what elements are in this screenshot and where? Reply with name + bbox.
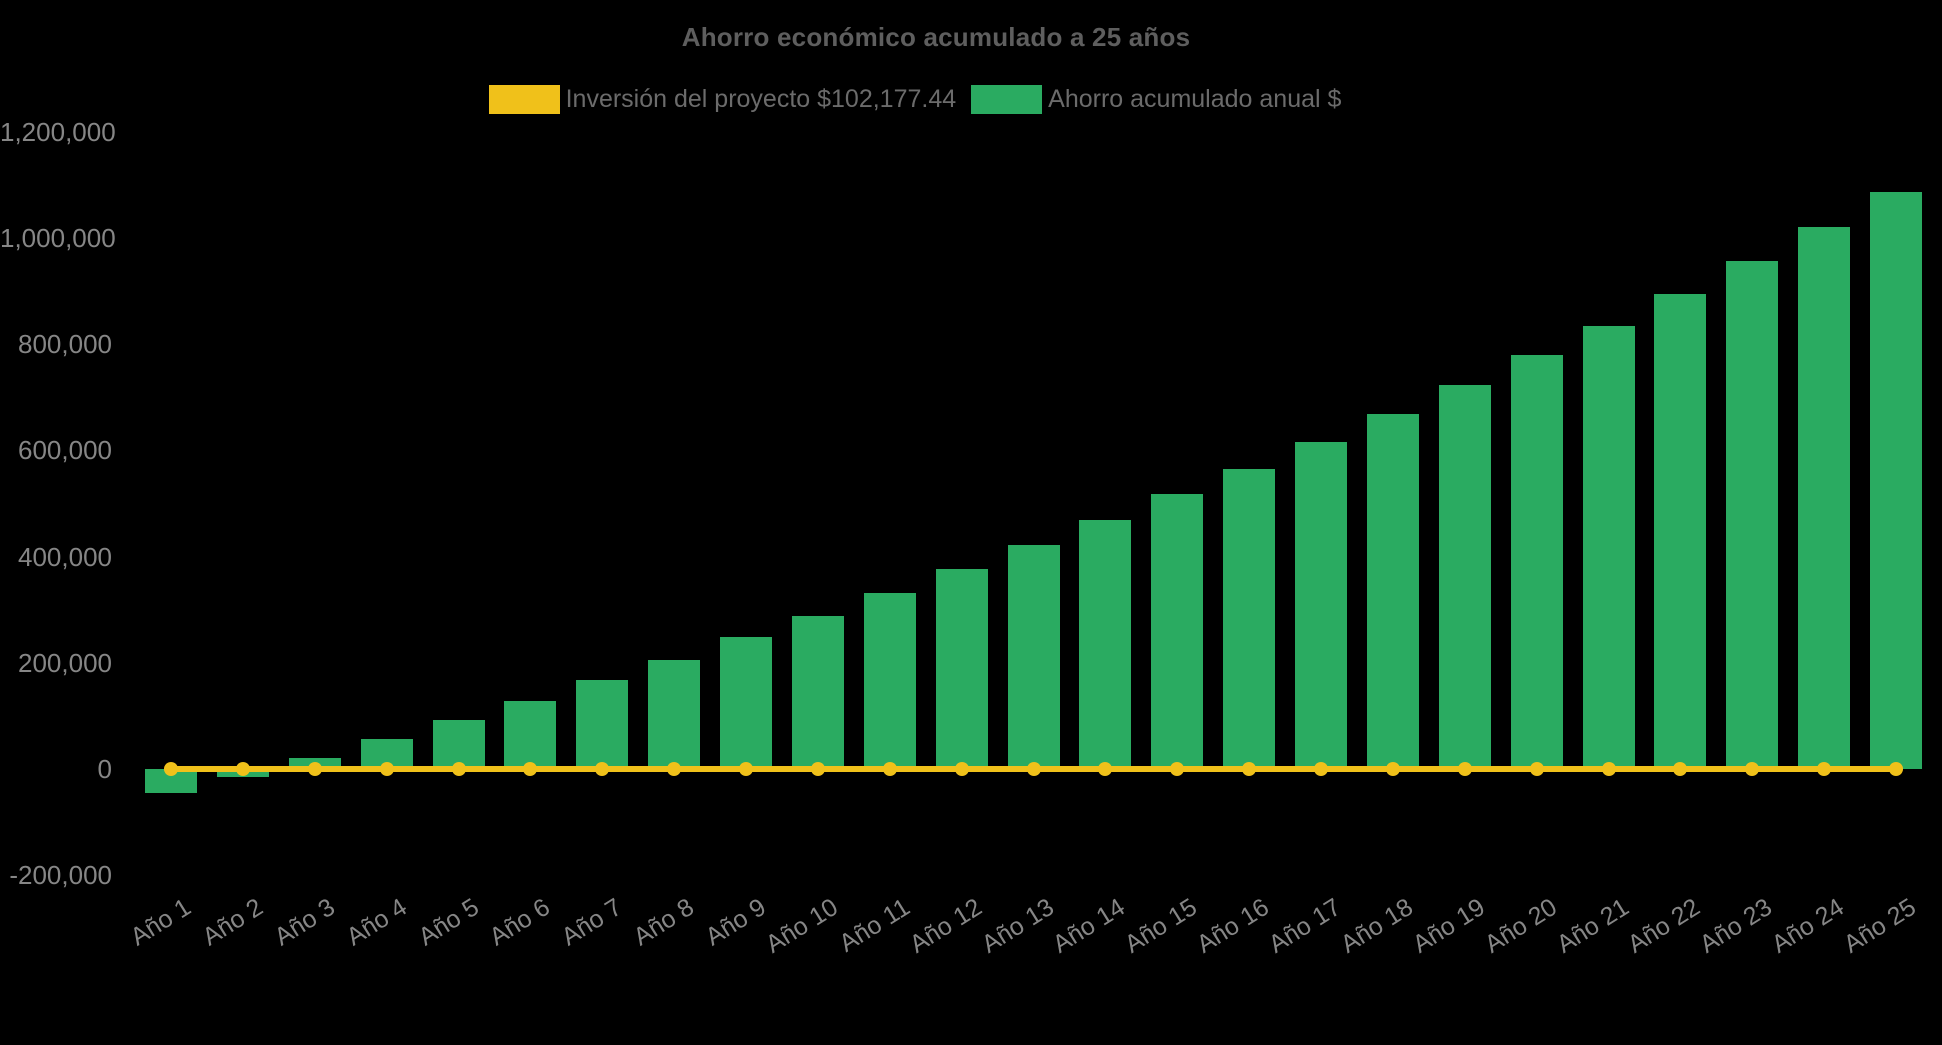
investment-line-marker: [379, 762, 394, 776]
bar-año-16: [1223, 468, 1276, 769]
investment-line-marker: [451, 762, 466, 776]
investment-line-marker: [1529, 762, 1544, 776]
legend-swatch-icon: [488, 84, 560, 114]
bar-año-12: [935, 569, 988, 769]
gridline: [130, 343, 1942, 346]
y-axis-tick-label: 0: [97, 754, 112, 784]
bar-año-6: [504, 700, 557, 769]
investment-line-marker: [307, 762, 322, 776]
gridline: [130, 449, 1942, 452]
investment-line-marker: [810, 762, 825, 776]
y-axis-tick-label: 1,000,000: [0, 223, 116, 253]
gridline: [130, 874, 1942, 877]
bar-año-15: [1151, 494, 1204, 769]
investment-line-marker: [882, 762, 897, 776]
bar-año-22: [1654, 293, 1707, 769]
bar-año-1: [145, 769, 197, 793]
investment-line-marker: [595, 762, 610, 776]
investment-line-marker: [235, 762, 250, 776]
legend-item-inversion: Inversión del proyecto $102,177.44: [488, 84, 957, 114]
bar-año-19: [1438, 384, 1491, 769]
investment-line-marker: [1314, 762, 1328, 776]
y-axis-tick-label: 600,000: [18, 435, 112, 466]
gridline: [130, 555, 1942, 558]
investment-line-marker: [1889, 762, 1903, 776]
y-axis-tick-label: 800,000: [18, 329, 112, 360]
chart-title: Ahorro económico acumulado a 25 años: [681, 22, 1191, 52]
bar-año-14: [1079, 520, 1132, 769]
investment-line-marker: [1817, 762, 1832, 776]
legend-label: Inversión del proyecto $102,177.44: [565, 84, 957, 113]
investment-line-marker: [1601, 762, 1616, 776]
legend-swatch-icon: [971, 84, 1043, 114]
bar-año-21: [1582, 325, 1635, 769]
investment-line-marker: [667, 762, 682, 776]
bar-año-9: [720, 636, 772, 769]
bar-año-11: [863, 592, 916, 769]
investment-line-marker: [164, 762, 178, 776]
investment-line-marker: [1457, 762, 1472, 776]
bar-año-7: [576, 680, 629, 769]
investment-line-marker: [1385, 762, 1400, 776]
bar-año-24: [1798, 227, 1851, 769]
gridline: [130, 661, 1942, 664]
bar-año-25: [1870, 192, 1922, 769]
chart-legend: Inversión del proyecto $102,177.44 Ahorro…: [0, 84, 1830, 114]
investment-line-marker: [523, 762, 538, 776]
bar-año-18: [1366, 414, 1419, 769]
investment-line-marker: [1745, 762, 1760, 776]
investment-line-marker: [1242, 762, 1257, 776]
y-axis-tick-label: 200,000: [18, 647, 112, 678]
bar-año-10: [791, 615, 844, 769]
bar-año-8: [648, 659, 701, 769]
investment-line-marker: [739, 762, 753, 776]
y-axis-tick-label: 1,200,000: [0, 116, 116, 147]
bar-año-23: [1726, 261, 1779, 769]
investment-line-marker: [1170, 762, 1185, 776]
gridline: [130, 237, 1942, 239]
legend-label: Ahorro acumulado anual $: [1048, 84, 1342, 113]
gridline: [130, 130, 1942, 133]
bar-año-17: [1295, 442, 1347, 769]
bar-año-5: [432, 720, 485, 769]
bar-año-20: [1510, 355, 1563, 769]
investment-line-marker: [1673, 762, 1688, 776]
bar-año-13: [1007, 545, 1060, 769]
y-axis-tick-label: -200,000: [9, 860, 112, 891]
investment-line-marker: [954, 762, 969, 776]
legend-item-ahorro: Ahorro acumulado anual $: [971, 84, 1342, 114]
y-axis-tick-label: 400,000: [18, 541, 112, 572]
investment-line-marker: [1026, 762, 1041, 776]
investment-line-marker: [1098, 762, 1113, 776]
savings-bar-chart: Ahorro económico acumulado a 25 años Inv…: [0, 22, 1942, 959]
